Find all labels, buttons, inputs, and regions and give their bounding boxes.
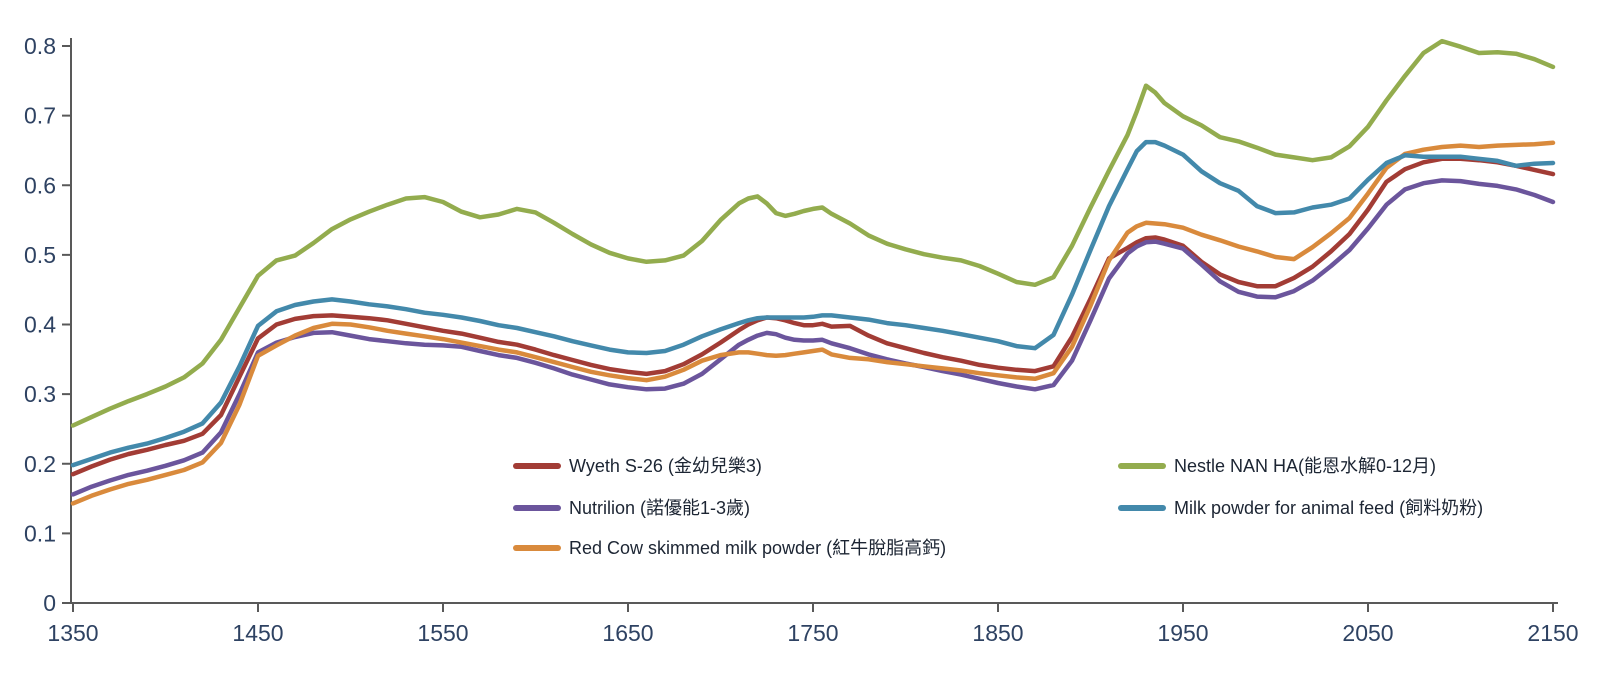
y-axis-tick-label: 0.6 <box>24 172 56 198</box>
y-axis-tick-label: 0.4 <box>24 312 56 338</box>
y-axis-tick-label: 0.3 <box>24 381 56 407</box>
x-axis-tick-label: 2150 <box>1527 620 1578 646</box>
x-axis-tick-label: 1750 <box>787 620 838 646</box>
x-axis-tick-label: 1650 <box>602 620 653 646</box>
x-axis-tick-label: 1550 <box>417 620 468 646</box>
series-line-2 <box>70 140 1556 506</box>
x-axis-tick-label: 2050 <box>1342 620 1393 646</box>
y-axis-tick-label: 0.7 <box>24 103 56 129</box>
series-line-0 <box>70 156 1556 477</box>
x-axis-tick-label: 1950 <box>1157 620 1208 646</box>
x-axis-tick-label: 1350 <box>47 620 98 646</box>
y-axis-tick-label: 0 <box>43 590 56 616</box>
y-axis-tick-label: 0.8 <box>24 33 56 59</box>
x-axis-tick-label: 1450 <box>232 620 283 646</box>
series-line-4 <box>70 139 1556 468</box>
series-line-3 <box>70 38 1556 428</box>
x-axis-tick-label: 1850 <box>972 620 1023 646</box>
y-axis-tick-label: 0.5 <box>24 242 56 268</box>
y-axis-tick-label: 0.1 <box>24 520 56 546</box>
y-axis-tick-label: 0.2 <box>24 451 56 477</box>
series-line-1 <box>70 178 1556 497</box>
